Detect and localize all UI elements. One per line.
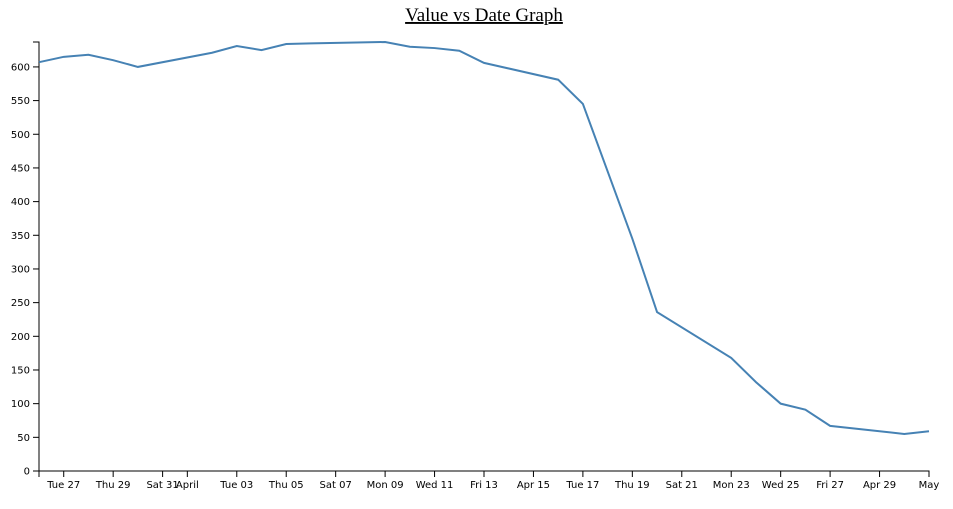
y-tick-label: 300 — [11, 264, 30, 275]
x-tick-label: Tue 17 — [565, 480, 599, 491]
x-tick-label: Wed 11 — [416, 480, 454, 491]
line — [38, 40, 930, 435]
x-tick-label: Fri 27 — [816, 480, 844, 491]
y-tick-label: 600 — [11, 62, 30, 73]
y-tick-label: 0 — [24, 467, 30, 478]
y-tick-label: 200 — [11, 332, 30, 343]
x-tick-label: Thu 19 — [614, 480, 650, 491]
x-tick-label: Sat 31 — [146, 480, 178, 491]
x-tick-label: Thu 05 — [268, 480, 304, 491]
x-tick-label: Sat 07 — [320, 480, 352, 491]
y-axis — [33, 41, 40, 472]
y-tick-label: 50 — [17, 433, 30, 444]
y-tick-label: 100 — [11, 399, 30, 410]
x-tick-label: Fri 13 — [470, 480, 498, 491]
x-tick-label: Sat 21 — [666, 480, 698, 491]
x-tick-label: Apr 15 — [517, 480, 550, 491]
y-tick-label: 550 — [11, 96, 30, 107]
y-tick-label: 350 — [11, 231, 30, 242]
x-tick-label: Apr 29 — [863, 480, 896, 491]
y-tick-label: 500 — [11, 130, 30, 141]
chart-title: Value vs Date Graph — [405, 5, 563, 26]
x-tick-label: April — [176, 480, 199, 491]
x-tick-label: Tue 27 — [46, 480, 80, 491]
y-tick-label: 150 — [11, 365, 30, 376]
x-tick-label: May — [919, 480, 940, 491]
x-tick-label: Thu 29 — [95, 480, 131, 491]
y-tick-label: 400 — [11, 197, 30, 208]
x-tick-label: Mon 09 — [367, 480, 404, 491]
x-tick-label: Mon 23 — [713, 480, 750, 491]
y-tick-label: 250 — [11, 298, 30, 309]
y-tick-label: 450 — [11, 163, 30, 174]
x-tick-label: Tue 03 — [219, 480, 253, 491]
x-tick-label: Wed 25 — [762, 480, 800, 491]
